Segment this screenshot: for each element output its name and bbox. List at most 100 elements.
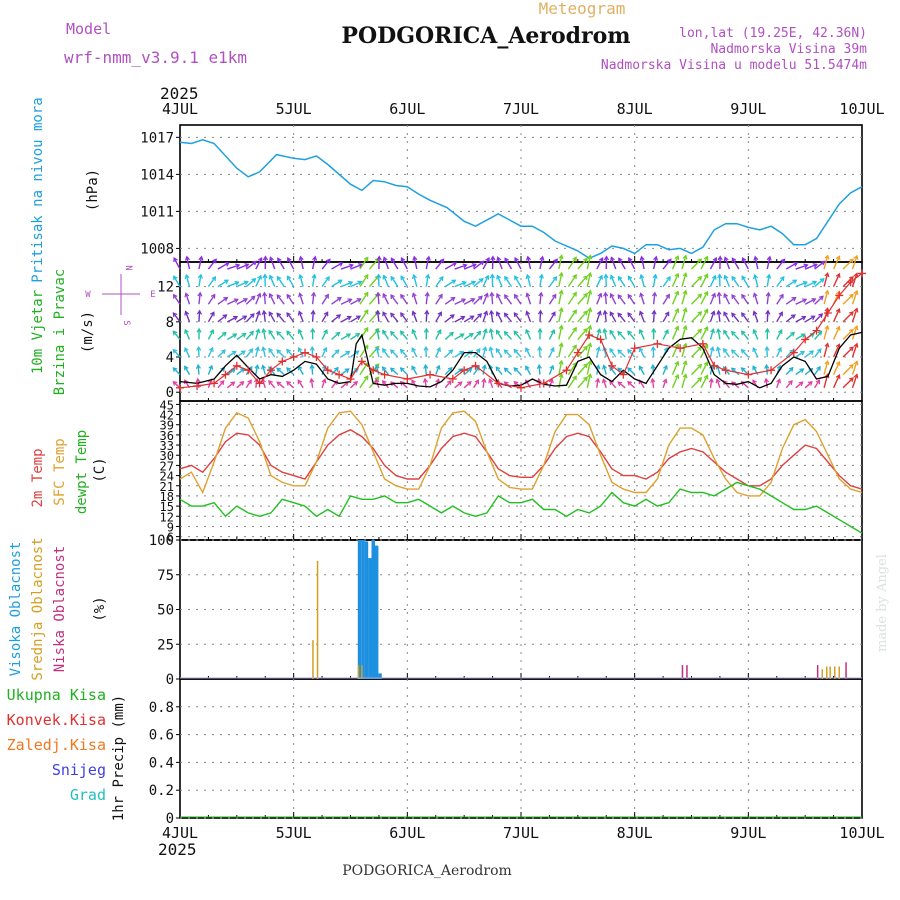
- wind-arrow: [473, 260, 484, 270]
- wind-arrowhead: [399, 330, 405, 336]
- wind-arrow: [286, 349, 295, 358]
- wind-arrow: [495, 366, 503, 376]
- wind-arrowhead: [276, 381, 282, 387]
- wind-arrowhead: [297, 347, 303, 353]
- wind-arrowhead: [241, 332, 247, 338]
- cloud-high-bar: [357, 540, 362, 679]
- wind-arrowhead: [184, 365, 189, 371]
- wind-arrow: [444, 367, 453, 376]
- wind-arrow: [236, 280, 248, 288]
- wind-arrow: [662, 276, 671, 288]
- wind-arrow: [603, 328, 607, 340]
- wind-arrowhead: [425, 273, 431, 279]
- wind-arrowhead: [853, 342, 859, 348]
- wind-gust-marker: [517, 383, 525, 392]
- wind-arrow: [435, 347, 441, 358]
- wind-arrowhead: [514, 275, 519, 281]
- wind-arrow: [814, 366, 821, 376]
- wind-arrow: [444, 380, 452, 389]
- temp-unit: (C): [92, 457, 108, 482]
- wind-arrow: [596, 311, 602, 323]
- wind-arrow: [514, 275, 522, 287]
- wind-arrow: [359, 292, 369, 305]
- wind-arrow: [723, 293, 731, 305]
- cloud-low-bar: [845, 662, 847, 679]
- cloud-high-bar: [361, 540, 365, 679]
- wind-arrowhead: [853, 272, 859, 278]
- pressure-ytick-label: 1017: [140, 130, 174, 146]
- wind-arrow: [482, 365, 486, 375]
- compass-south: S: [121, 320, 131, 325]
- wind-arrowhead: [595, 364, 601, 370]
- wind-arrow: [617, 294, 626, 305]
- wind-arrowhead: [617, 294, 623, 300]
- wind-arrow: [463, 298, 475, 305]
- wind-arrow: [776, 379, 781, 389]
- time-label-top: 5JUL: [276, 100, 312, 118]
- wind-arrowhead: [233, 298, 239, 304]
- wind-arrow: [227, 316, 238, 323]
- wind-arrowhead: [753, 273, 759, 280]
- wind-arrow: [814, 295, 824, 305]
- cloud-unit: (%): [92, 596, 108, 621]
- wind-arrowhead: [712, 256, 718, 263]
- wind-arrow: [411, 379, 418, 389]
- wind-arrowhead: [741, 275, 746, 281]
- wind-arrowhead: [639, 292, 644, 298]
- precip-ytick-label: 0: [166, 811, 174, 827]
- wind-arrowhead: [390, 275, 396, 281]
- wind-arrowhead: [172, 293, 178, 299]
- wind-arrow: [269, 293, 276, 305]
- time-label-bottom: 5JUL: [276, 824, 312, 842]
- wind-arrow: [255, 257, 263, 270]
- wind-gust-marker: [698, 339, 707, 348]
- wind-arrow: [482, 329, 487, 340]
- wind-arrowhead: [723, 329, 728, 335]
- temp-ytick-label: 6: [167, 531, 174, 545]
- wind-arrowhead: [558, 372, 564, 379]
- cloud-high-bar: [368, 558, 372, 679]
- wind-arrow: [376, 347, 380, 358]
- station-title: PODGORICA_Aerodrom: [341, 23, 630, 49]
- wind-arrow: [681, 273, 687, 287]
- wind-arrowhead: [411, 347, 417, 353]
- wind-arrow: [731, 349, 740, 358]
- wind-arrowhead: [286, 275, 292, 281]
- wind-arrow: [331, 349, 340, 358]
- wind-arrowhead: [572, 274, 577, 280]
- wind-arrowhead: [682, 373, 688, 379]
- wind-arrowhead: [793, 262, 799, 267]
- temp-frame: [179, 400, 863, 541]
- wind-arrowhead: [682, 360, 688, 366]
- wind-arrow: [558, 360, 563, 375]
- temp-ytick-label: 42: [160, 409, 174, 423]
- wind-arrowhead: [703, 374, 709, 380]
- wind-arrowhead: [504, 294, 509, 300]
- wind-arrow: [375, 365, 380, 375]
- wind-arrowhead: [558, 359, 564, 365]
- wind-arrowhead: [310, 309, 316, 315]
- precip-unit: 1hr Precip (mm): [111, 695, 127, 821]
- wind-gust-marker: [585, 331, 594, 340]
- wind-arrowhead: [731, 330, 736, 336]
- wind-arrowhead: [474, 379, 479, 385]
- wind-arrowhead: [703, 290, 709, 296]
- wind-arrow: [671, 343, 679, 358]
- wind-arrow: [227, 281, 239, 288]
- wind-arrowhead: [617, 312, 623, 318]
- wind-arrowhead: [816, 348, 822, 354]
- wind-arrowhead: [650, 377, 656, 383]
- wind-arrowhead: [715, 378, 721, 384]
- wind-arrowhead: [731, 257, 737, 263]
- wind-arrowhead: [602, 364, 608, 370]
- wind-arrowhead: [184, 255, 191, 261]
- wind-arrow: [299, 256, 304, 270]
- wind-arrow: [268, 380, 276, 389]
- wind-arrow: [596, 275, 603, 287]
- wind-arrowhead: [583, 292, 588, 298]
- wind-arrow: [482, 311, 488, 323]
- wind-arrowhead: [752, 328, 758, 334]
- temp-2m-label: 2m Temp: [30, 448, 46, 507]
- wind-arrowhead: [495, 347, 501, 353]
- wind-arrow: [709, 257, 717, 270]
